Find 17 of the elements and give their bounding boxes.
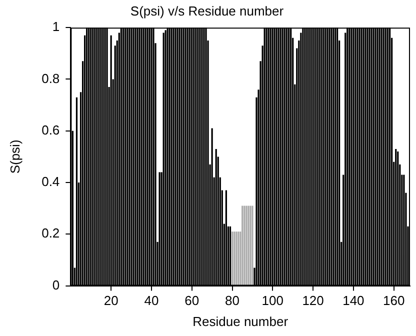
y-tick-label: 0.2 — [42, 226, 60, 241]
x-axis-title: Residue number — [192, 314, 289, 329]
y-tick-label: 0.8 — [42, 70, 60, 86]
y-tick-label: 0.6 — [42, 122, 60, 138]
chart-title: S(psi) v/s Residue number — [130, 3, 284, 18]
y-tick-label: 1 — [52, 19, 60, 34]
x-tick-label: 100 — [262, 293, 284, 308]
y-tick-label: 0.4 — [42, 174, 60, 190]
x-tick-label: 20 — [104, 293, 118, 308]
x-tick-label: 40 — [144, 293, 159, 308]
x-tick-label: 140 — [342, 293, 364, 308]
x-tick-label: 160 — [382, 293, 405, 308]
y-tick-label: 0 — [52, 277, 60, 292]
x-tick-label: 80 — [225, 293, 240, 308]
x-tick-label: 120 — [302, 293, 324, 308]
y-axis-title: S(psi) — [7, 140, 22, 174]
x-tick-label: 60 — [184, 293, 200, 308]
